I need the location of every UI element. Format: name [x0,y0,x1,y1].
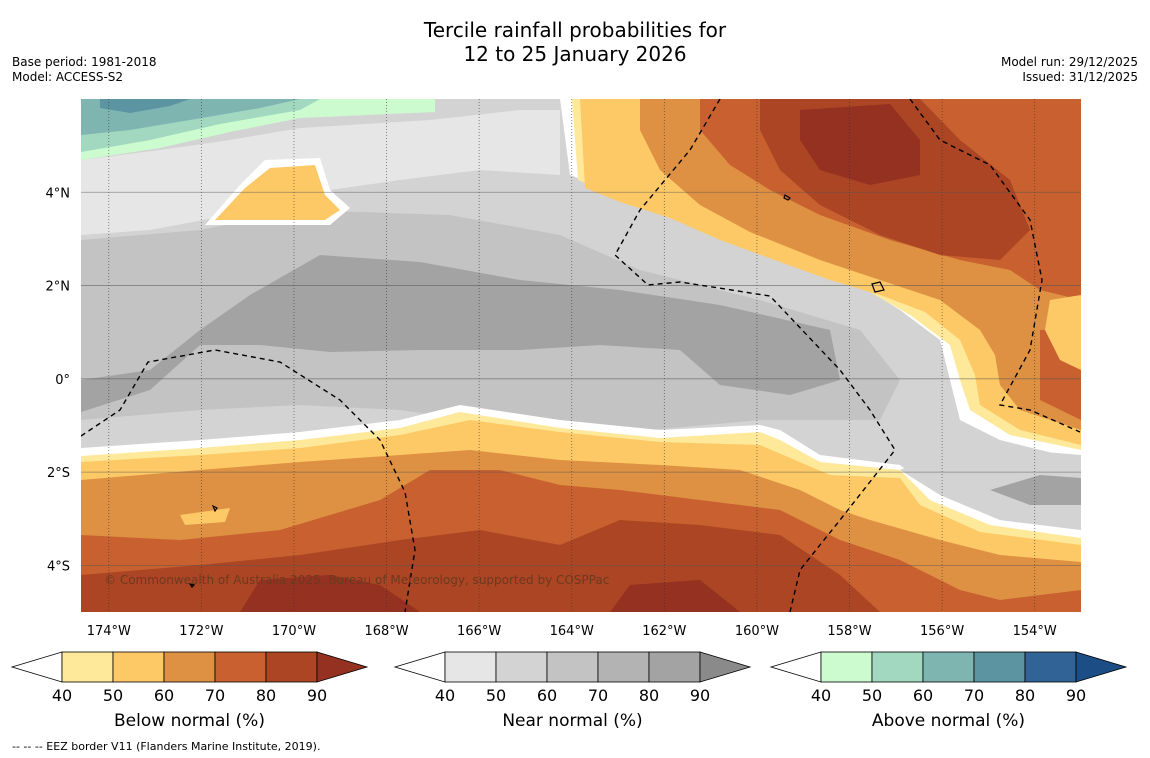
colorbar-segment [597,651,650,683]
colorbar-below: 40 50 60 70 80 90 Below normal (%) [10,651,369,731]
model-name: Model: ACCESS-S2 [12,70,124,84]
lon-tick-label: 166°W [457,624,501,639]
colorbar-tick: 80 [1015,686,1035,705]
near-normal-se [900,445,1081,530]
below-normal-south-60b [180,508,230,525]
colorbar-segment [546,651,599,683]
colorbar-high-extend [316,651,369,683]
colorbar-segment [1024,651,1077,683]
colorbar-tick: 40 [52,686,72,705]
lat-tick-label: 0° [55,373,70,388]
colorbar-low-extend [393,651,446,683]
colorbar-low-extend [769,651,822,683]
map-title: Tercile rainfall probabilities for 12 to… [0,18,1150,66]
eez-border-kiribati-phoenix [614,99,896,612]
colorbar-tick: 60 [154,686,174,705]
below-normal-south-100 [240,575,420,612]
colorbar-segment [820,651,873,683]
copyright-notice: © Commonwealth of Australia 2025, Bureau… [104,573,609,587]
colorbar-tick: 50 [862,686,882,705]
lon-tick-label: 172°W [179,624,223,639]
colorbar-near: 40 50 60 70 80 90 Near normal (%) [393,651,752,731]
run-info: Model run: 29/12/2025 Issued: 31/12/2025 [1001,55,1138,85]
eez-border-kiribati-line [909,99,1081,433]
colorbar-segment [871,651,924,683]
lat-tick-label: 4°N [46,186,71,201]
lon-tick-label: 160°W [735,624,779,639]
model-run: Model run: 29/12/2025 [1000,55,1138,69]
colorbar-tick: 70 [964,686,984,705]
eez-border-kiribati-gilbert [81,349,416,612]
lon-tick-label: 164°W [550,624,594,639]
colorbar-segment [495,651,548,683]
island-2 [783,194,791,201]
colorbars: 40 50 60 70 80 90 Below normal (%) 40 50 60 70 80 90… [10,651,1128,731]
colorbar-tick: 70 [205,686,225,705]
island-4 [188,583,196,588]
colorbar-segment [265,651,318,683]
colorbar-tick: 40 [435,686,455,705]
colorbar-segment [112,651,165,683]
below-normal-east-60 [1045,295,1081,370]
lon-tick-label: 158°W [827,624,871,639]
base-period: Base period: 1981-2018 [12,55,157,69]
island-1 [871,281,885,293]
probability-fields [81,99,1081,612]
colorbar-tick: 90 [1066,686,1086,705]
colorbar-tick: 80 [256,686,276,705]
colorbar-tick: 90 [307,686,327,705]
colorbar-segment [163,651,216,683]
colorbar-segment [214,651,267,683]
near-normal-80 [81,255,840,412]
above-normal-80 [100,99,190,113]
colorbar-segment [922,651,975,683]
colorbar-high-extend [1075,651,1128,683]
colorbar-label: Near normal (%) [502,711,642,731]
colorbar-label: Above normal (%) [872,711,1025,731]
below-normal-ne-100 [800,104,920,185]
colorbar-above: 40 50 60 70 80 90 Above normal (%) [769,651,1128,731]
colorbar-label: Below normal (%) [114,711,265,731]
lat-tick-label: 2°S [47,466,70,481]
colorbar-tick: 50 [103,686,123,705]
below-normal-south-100b [610,580,740,612]
colorbar-segment [973,651,1026,683]
lon-tick-label: 168°W [364,624,408,639]
colorbar-tick: 60 [913,686,933,705]
colorbar-tick: 90 [690,686,710,705]
colorbar-segment [61,651,114,683]
lon-tick-label: 154°W [1013,624,1057,639]
colorbar-tick: 40 [811,686,831,705]
colorbar-tick: 80 [639,686,659,705]
colorbar-segment [648,651,701,683]
island-3 [211,504,218,513]
lon-tick-label: 174°W [87,624,131,639]
model-info: Base period: 1981-2018 Model: ACCESS-S2 [12,55,157,85]
lon-tick-label: 156°W [920,624,964,639]
colorbar-tick: 70 [588,686,608,705]
eez-footnote: -- -- -- EEZ border V11 (Flanders Marine… [12,740,321,753]
lon-tick-label: 170°W [272,624,316,639]
islands [188,194,885,588]
graticule [81,99,1081,612]
title-line-1: Tercile rainfall probabilities for [423,18,727,42]
title-line-2: 12 to 25 January 2026 [463,42,687,66]
colorbar-low-extend [10,651,63,683]
axis-labels: 174°W 172°W 170°W 168°W 166°W 164°W 162°W 160°W… [46,186,1057,639]
colorbar-tick: 60 [537,686,557,705]
issued-date: Issued: 31/12/2025 [1022,70,1138,84]
colorbar-high-extend [699,651,752,683]
lat-tick-label: 4°S [47,559,70,574]
lat-tick-label: 2°N [46,280,71,295]
colorbar-segment [444,651,497,683]
colorbar-tick: 50 [486,686,506,705]
near-normal-se-80 [990,475,1081,505]
lon-tick-label: 162°W [642,624,686,639]
eez-borders [81,99,1081,612]
